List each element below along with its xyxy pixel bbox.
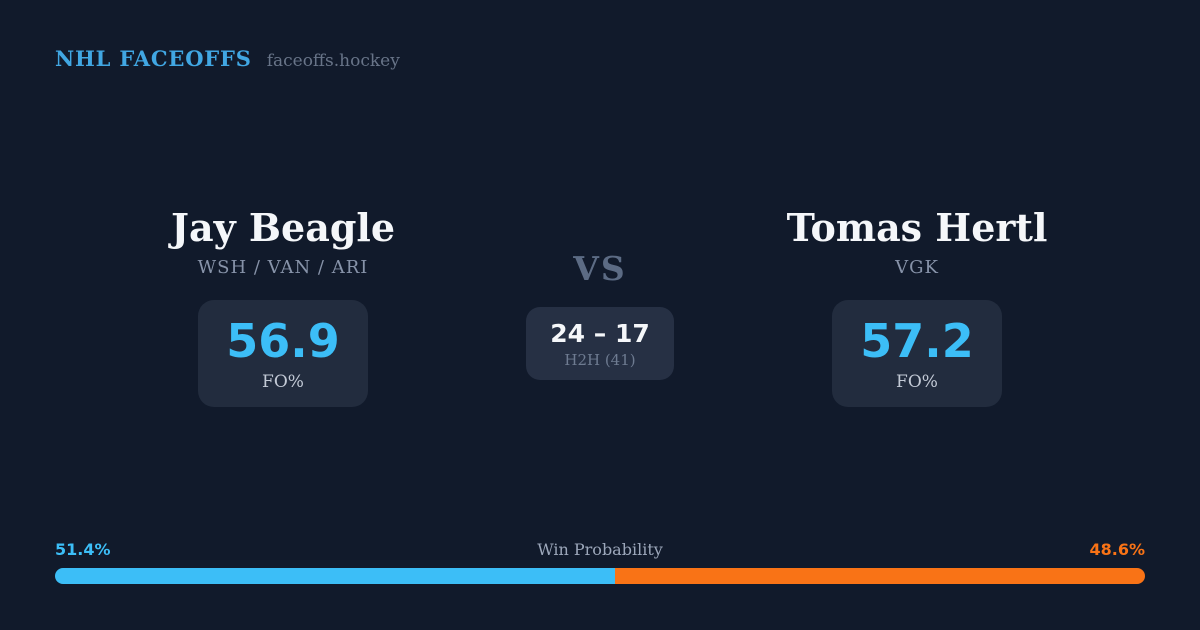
player-left-fo-box: 56.9 FO% xyxy=(198,299,368,407)
h2h-box: 24 – 17 H2H (41) xyxy=(526,307,674,380)
player-left-fo-label: FO% xyxy=(262,371,304,392)
h2h-score: 24 – 17 xyxy=(550,319,650,348)
win-prob-title: Win Probability xyxy=(537,540,663,559)
win-prob-left-pct: 51.4% xyxy=(55,540,111,559)
player-right-fo-box: 57.2 FO% xyxy=(832,299,1002,407)
player-right-name: Tomas Hertl xyxy=(786,205,1048,250)
player-right-section: Tomas Hertl VGK 57.2 FO% xyxy=(634,205,1200,407)
player-left-section: Jay Beagle WSH / VAN / ARI 56.9 FO% xyxy=(0,205,566,407)
h2h-label: H2H (41) xyxy=(564,350,636,369)
win-prob-right-pct: 48.6% xyxy=(1089,540,1145,559)
player-left-fo-value: 56.9 xyxy=(226,313,340,368)
win-probability-labels: 51.4% Win Probability 48.6% xyxy=(55,540,1145,559)
brand-title: NHL FACEOFFS xyxy=(55,46,252,71)
player-right-fo-value: 57.2 xyxy=(860,313,974,368)
header: NHL FACEOFFS faceoffs.hockey xyxy=(55,46,400,71)
site-domain: faceoffs.hockey xyxy=(266,51,400,71)
player-left-name: Jay Beagle xyxy=(170,205,395,250)
player-right-fo-label: FO% xyxy=(896,371,938,392)
player-left-teams: WSH / VAN / ARI xyxy=(197,256,369,278)
win-probability-section: 51.4% Win Probability 48.6% xyxy=(55,540,1145,584)
center-section: VS 24 – 17 H2H (41) xyxy=(480,249,720,380)
player-right-teams: VGK xyxy=(895,256,939,278)
win-probability-bar xyxy=(55,568,1145,584)
win-bar-right-segment xyxy=(615,568,1145,584)
vs-label: VS xyxy=(573,249,627,288)
win-bar-left-segment xyxy=(55,568,616,584)
